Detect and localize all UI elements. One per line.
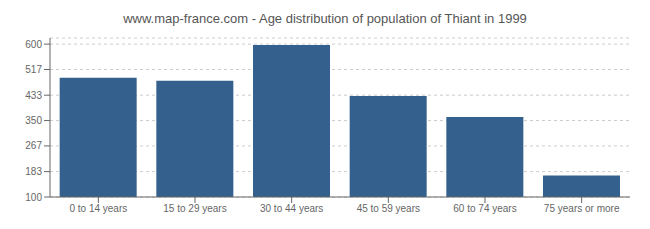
svg-text:433: 433	[25, 90, 42, 101]
svg-text:600: 600	[25, 39, 42, 50]
svg-text:183: 183	[25, 166, 42, 177]
svg-text:75 years or more: 75 years or more	[544, 203, 620, 214]
svg-text:267: 267	[25, 140, 42, 151]
svg-text:15 to 29 years: 15 to 29 years	[163, 203, 226, 214]
svg-text:30 to 44 years: 30 to 44 years	[260, 203, 323, 214]
svg-text:0 to 14 years: 0 to 14 years	[69, 203, 127, 214]
svg-text:350: 350	[25, 115, 42, 126]
svg-text:100: 100	[25, 192, 42, 203]
svg-text:60 to 74 years: 60 to 74 years	[453, 203, 516, 214]
html-text:www.map-france.com - Age distr: www.map-france.com - Age distribution of…	[123, 11, 527, 26]
svg-text:45 to 59 years: 45 to 59 years	[357, 203, 420, 214]
svg-text:517: 517	[25, 64, 42, 75]
